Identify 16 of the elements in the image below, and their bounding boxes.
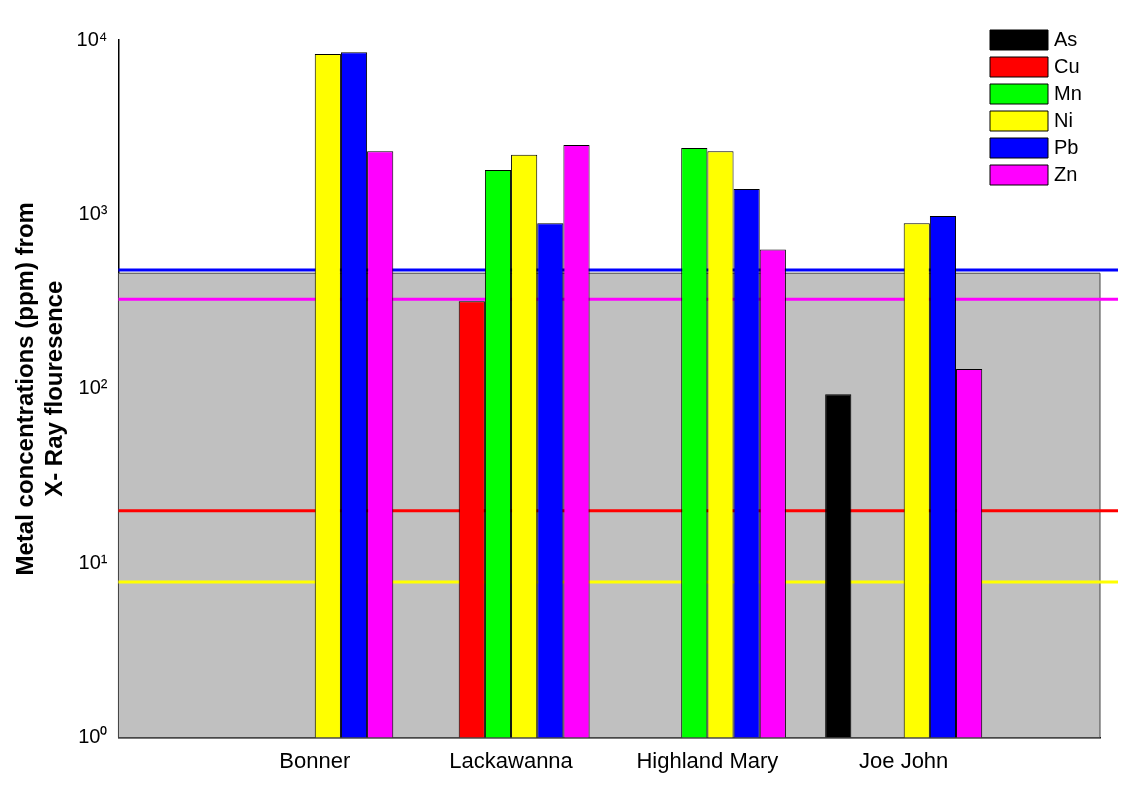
legend-label: As [1054, 27, 1078, 50]
legend-label: Cu [1054, 54, 1080, 77]
legend-label: Zn [1054, 162, 1078, 185]
x-tick-label: Joe John [859, 747, 949, 773]
y-axis-title: Metal concentrations (ppm) from X- Ray flouresence [11, 202, 67, 576]
x-tick-label: Highland Mary [636, 747, 779, 773]
y-tick-label: 10⁴ [76, 27, 108, 50]
y-tick-label: 10² [78, 376, 108, 399]
legend-label: Mn [1054, 81, 1082, 104]
x-tick-label: Bonner [279, 747, 351, 773]
y-tick-label: 10⁰ [78, 725, 108, 748]
legend-label: Ni [1054, 108, 1073, 131]
legend-label: Pb [1054, 135, 1079, 158]
x-tick-label: Lackawanna [449, 747, 574, 773]
y-tick-label: 10¹ [78, 550, 108, 573]
y-tick-label: 10³ [78, 201, 108, 224]
